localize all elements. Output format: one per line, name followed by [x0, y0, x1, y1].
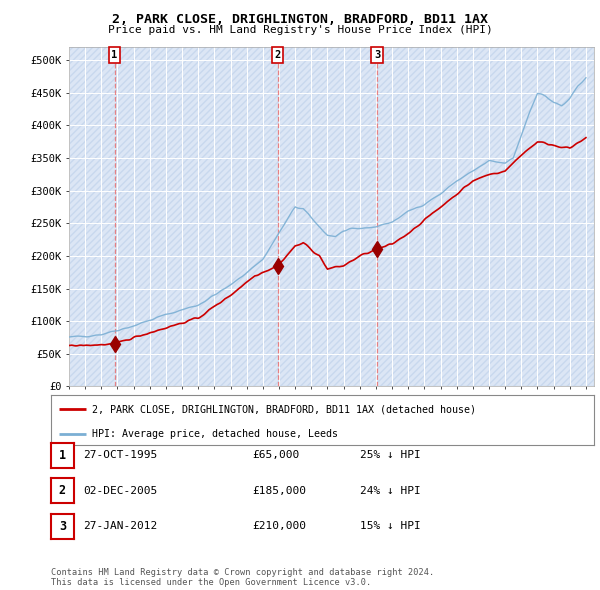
Text: HPI: Average price, detached house, Leeds: HPI: Average price, detached house, Leed…	[92, 430, 338, 440]
Text: 3: 3	[374, 50, 380, 60]
Text: 3: 3	[59, 520, 66, 533]
Text: 1: 1	[59, 449, 66, 462]
Text: 27-OCT-1995: 27-OCT-1995	[83, 451, 157, 460]
Text: 25% ↓ HPI: 25% ↓ HPI	[360, 451, 421, 460]
Text: £185,000: £185,000	[252, 486, 306, 496]
Text: £65,000: £65,000	[252, 451, 299, 460]
Text: 2: 2	[275, 50, 281, 60]
Text: 24% ↓ HPI: 24% ↓ HPI	[360, 486, 421, 496]
Text: Contains HM Land Registry data © Crown copyright and database right 2024.
This d: Contains HM Land Registry data © Crown c…	[51, 568, 434, 587]
Text: 27-JAN-2012: 27-JAN-2012	[83, 522, 157, 531]
Text: 1: 1	[112, 50, 118, 60]
Text: 02-DEC-2005: 02-DEC-2005	[83, 486, 157, 496]
Text: Price paid vs. HM Land Registry's House Price Index (HPI): Price paid vs. HM Land Registry's House …	[107, 25, 493, 35]
Text: 2, PARK CLOSE, DRIGHLINGTON, BRADFORD, BD11 1AX (detached house): 2, PARK CLOSE, DRIGHLINGTON, BRADFORD, B…	[92, 404, 476, 414]
Text: 2: 2	[59, 484, 66, 497]
Text: 2, PARK CLOSE, DRIGHLINGTON, BRADFORD, BD11 1AX: 2, PARK CLOSE, DRIGHLINGTON, BRADFORD, B…	[112, 13, 488, 26]
Text: £210,000: £210,000	[252, 522, 306, 531]
Text: 15% ↓ HPI: 15% ↓ HPI	[360, 522, 421, 531]
